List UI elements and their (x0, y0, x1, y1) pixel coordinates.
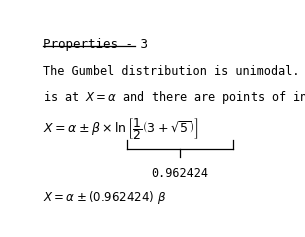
Text: Properties - 3: Properties - 3 (43, 38, 148, 51)
Text: $X = \alpha\pm(0.962424)\ \beta$: $X = \alpha\pm(0.962424)\ \beta$ (43, 189, 166, 206)
Text: is at $X = \alpha$ and there are points of inflection at: is at $X = \alpha$ and there are points … (43, 89, 305, 106)
Text: The Gumbel distribution is unimodal. Its mode: The Gumbel distribution is unimodal. Its… (43, 65, 305, 78)
Text: 0.962424: 0.962424 (152, 167, 208, 180)
Text: $X = \alpha\pm \beta\times\ln\left[\dfrac{1}{2}\left(3+\sqrt{5}\right)\right]$: $X = \alpha\pm \beta\times\ln\left[\dfra… (43, 116, 199, 142)
